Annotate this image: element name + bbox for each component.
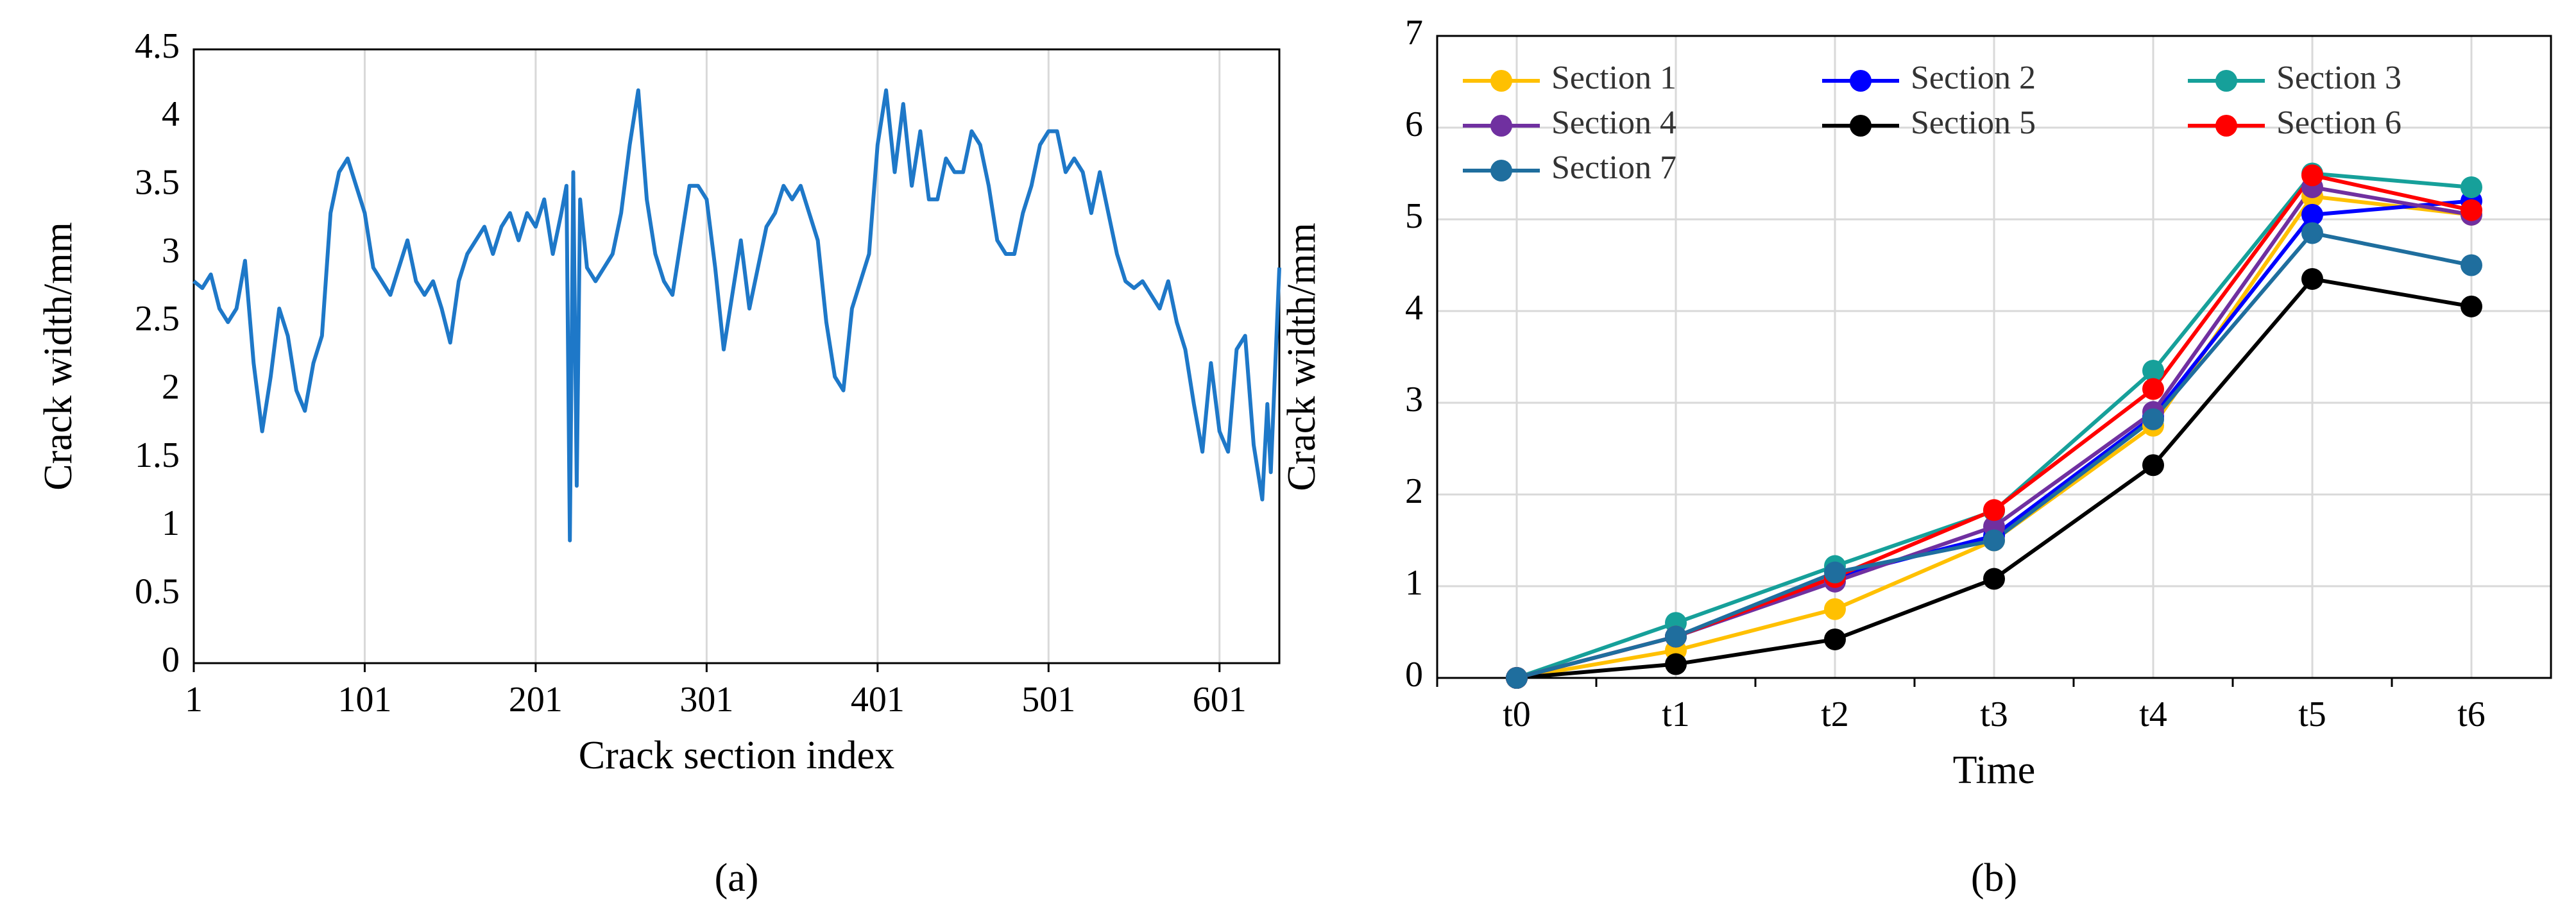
x-tick-label: 1 <box>185 680 203 720</box>
data-point <box>2142 408 2164 430</box>
y-tick-label: 5 <box>1405 196 1423 236</box>
legend-label: Section 4 <box>1551 105 1676 141</box>
legend-marker <box>1490 70 1512 92</box>
legend-label: Section 5 <box>1911 105 2036 141</box>
x-tick-label: t5 <box>2298 695 2326 734</box>
data-point <box>2461 295 2482 317</box>
data-point <box>1983 568 2005 590</box>
data-point <box>1665 653 1687 675</box>
data-point <box>2461 199 2482 221</box>
x-tick-label: t4 <box>2139 695 2167 734</box>
data-line <box>192 88 1281 543</box>
data-point <box>2142 454 2164 477</box>
plot-frame <box>1436 35 2552 679</box>
legend-label: Section 6 <box>2276 105 2401 141</box>
y-tick-label: 3.5 <box>135 163 180 203</box>
data-point <box>1506 667 1528 689</box>
y-tick-label: 0 <box>162 640 180 680</box>
y-tick-label: 3 <box>162 231 180 271</box>
legend-marker <box>1490 160 1512 182</box>
data-point <box>1665 625 1687 648</box>
x-tick-label: t0 <box>1503 695 1531 734</box>
legend-label: Section 1 <box>1551 60 1676 96</box>
x-tick-label: 301 <box>679 680 733 720</box>
x-tick-label: 101 <box>337 680 391 720</box>
panel-label: (b) <box>1971 856 2017 900</box>
legend-marker <box>1850 70 1872 92</box>
data-point <box>2301 164 2323 187</box>
y-tick-label: 2 <box>1405 471 1423 511</box>
data-point <box>2142 378 2164 400</box>
y-axis-title: Crack width/mm <box>37 222 80 490</box>
x-tick-label: t3 <box>1980 695 2008 734</box>
y-tick-label: 2.5 <box>135 299 180 339</box>
data-point <box>2301 203 2323 226</box>
y-tick-label: 2 <box>162 367 180 407</box>
data-point <box>1824 598 1846 620</box>
legend-label: Section 2 <box>1911 60 2036 96</box>
plot-frame <box>192 48 1281 664</box>
y-tick-label: 1 <box>1405 563 1423 603</box>
legend-marker <box>2215 115 2237 137</box>
legend-label: Section 3 <box>2276 60 2401 96</box>
x-tick-label: t2 <box>1821 695 1849 734</box>
data-point <box>2461 176 2482 198</box>
y-tick-label: 4 <box>1405 288 1423 328</box>
panel-label: (a) <box>715 856 759 900</box>
x-tick-label: 401 <box>851 680 905 720</box>
legend-marker <box>1850 115 1872 137</box>
data-point <box>2142 359 2164 382</box>
data-point <box>2301 267 2323 290</box>
data-point <box>2301 222 2323 244</box>
y-tick-label: 4.5 <box>135 26 180 66</box>
y-tick-label: 7 <box>1405 13 1423 53</box>
y-tick-label: 1.5 <box>135 435 180 475</box>
x-tick-label: t6 <box>2457 695 2486 734</box>
legend-marker <box>2215 70 2237 92</box>
y-axis-title: Crack width/mm <box>1280 223 1324 491</box>
y-tick-label: 4 <box>162 94 180 134</box>
x-tick-label: 501 <box>1021 680 1075 720</box>
y-tick-label: 3 <box>1405 380 1423 419</box>
data-point <box>1824 628 1846 650</box>
x-tick-label: 601 <box>1193 680 1247 720</box>
legend-label: Section 7 <box>1551 149 1676 186</box>
y-tick-label: 0.5 <box>135 572 180 612</box>
data-point <box>1824 561 1846 584</box>
data-point <box>1983 499 2005 521</box>
x-tick-label: 201 <box>509 680 563 720</box>
data-point <box>1983 529 2005 552</box>
x-tick-label: t1 <box>1662 695 1690 734</box>
x-axis-title: Crack section index <box>579 734 894 777</box>
y-tick-label: 0 <box>1405 655 1423 695</box>
y-tick-label: 6 <box>1405 105 1423 144</box>
legend-marker <box>1490 115 1512 137</box>
y-tick-label: 1 <box>162 503 180 543</box>
x-axis-title: Time <box>1953 748 2036 792</box>
data-point <box>2461 254 2482 276</box>
